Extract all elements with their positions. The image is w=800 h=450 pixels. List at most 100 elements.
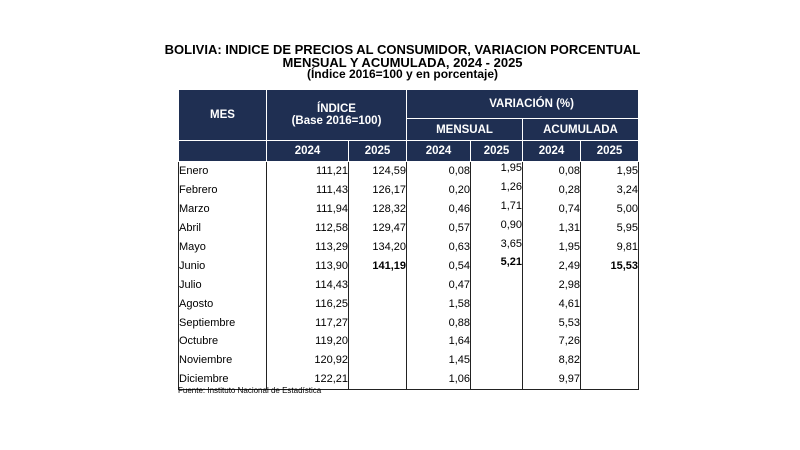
header-years-row: 2024 2025 2024 2025 2024 2025	[178, 140, 639, 162]
monthly-2025-cell	[470, 332, 523, 351]
cumulative-2024-cell: 4,61	[522, 294, 581, 314]
header-indice-label: ÍNDICE	[317, 103, 356, 115]
header-mes: MES	[178, 89, 267, 141]
header-year: 2024	[406, 140, 471, 162]
index-2024-cell: 122,21	[266, 369, 349, 390]
cumulative-2024-cell: 1,95	[522, 237, 581, 257]
monthly-2024-cell: 0,63	[406, 237, 471, 257]
index-2025-cell: 129,47	[348, 218, 407, 238]
index-2024-cell: 119,20	[266, 332, 349, 351]
cumulative-2024-cell: 1,31	[522, 218, 581, 238]
monthly-2025-cell: 1,26	[470, 180, 523, 200]
index-2025-cell	[348, 332, 407, 351]
monthly-2024-cell: 0,08	[406, 160, 471, 181]
table-row: Agosto 116,25 1,58 4,61	[178, 294, 639, 314]
table-row: Octubre 119,20 1,64 7,26	[178, 332, 639, 351]
monthly-2024-cell: 0,54	[406, 256, 471, 276]
header-year: 2025	[470, 140, 523, 162]
month-cell: Noviembre	[178, 350, 267, 370]
index-2025-cell: 141,19	[348, 256, 407, 276]
cumulative-2025-cell	[580, 313, 639, 333]
monthly-2025-cell: 3,65	[470, 237, 523, 257]
monthly-2025-cell: 5,21	[470, 256, 523, 276]
index-2024-cell: 113,90	[266, 256, 349, 276]
monthly-2024-cell: 1,06	[406, 369, 471, 390]
index-2025-cell	[348, 275, 407, 295]
cumulative-2024-cell: 9,97	[522, 369, 581, 390]
table-row: Enero 111,21 124,59 0,08 1,95 0,08 1,95	[178, 160, 639, 181]
title-line-2: MENSUAL Y ACUMULADA, 2024 - 2025	[282, 55, 523, 70]
monthly-2024-cell: 1,45	[406, 350, 471, 370]
index-2024-cell: 111,21	[266, 160, 349, 181]
monthly-2024-cell: 1,64	[406, 332, 471, 351]
index-2025-cell	[348, 313, 407, 333]
monthly-2024-cell: 0,20	[406, 180, 471, 200]
monthly-2025-cell	[470, 369, 523, 390]
index-2025-cell: 128,32	[348, 199, 407, 219]
cumulative-2024-cell: 2,49	[522, 256, 581, 276]
cumulative-2025-cell: 9,81	[580, 237, 639, 257]
cumulative-2024-cell: 8,82	[522, 350, 581, 370]
header-year: 2024	[266, 140, 349, 162]
cumulative-2025-cell	[580, 350, 639, 370]
monthly-2025-cell	[470, 313, 523, 333]
cumulative-2025-cell	[580, 294, 639, 314]
table-title: BOLIVIA: INDICE DE PRECIOS AL CONSUMIDOR…	[150, 43, 655, 80]
month-cell: Enero	[178, 160, 267, 181]
monthly-2025-cell	[470, 294, 523, 314]
index-2025-cell: 124,59	[348, 160, 407, 181]
cumulative-2025-cell: 15,53	[580, 256, 639, 276]
table-row: Febrero 111,43 126,17 0,20 1,26 0,28 3,2…	[178, 180, 639, 200]
cumulative-2025-cell: 5,00	[580, 199, 639, 219]
index-2024-cell: 114,43	[266, 275, 349, 295]
header-year: 2025	[348, 140, 407, 162]
table-row: Julio 114,43 0,47 2,98	[178, 275, 639, 295]
cumulative-2025-cell: 5,95	[580, 218, 639, 238]
monthly-2025-cell: 1,71	[470, 199, 523, 219]
cumulative-2024-cell: 0,74	[522, 199, 581, 219]
header-mensual: MENSUAL	[406, 118, 523, 141]
month-cell: Junio	[178, 256, 267, 276]
index-2025-cell	[348, 350, 407, 370]
index-2024-cell: 116,25	[266, 294, 349, 314]
index-2024-cell: 120,92	[266, 350, 349, 370]
cumulative-2025-cell	[580, 275, 639, 295]
table-row: Marzo 111,94 128,32 0,46 1,71 0,74 5,00	[178, 199, 639, 219]
monthly-2024-cell: 0,57	[406, 218, 471, 238]
table-row: Junio 113,90 141,19 0,54 5,21 2,49 15,53	[178, 256, 639, 276]
index-2025-cell	[348, 369, 407, 390]
table-row: Noviembre 120,92 1,45 8,82	[178, 350, 639, 370]
monthly-2025-cell	[470, 275, 523, 295]
index-2024-cell: 111,94	[266, 199, 349, 219]
header-variacion: VARIACIÓN (%)	[406, 89, 639, 119]
header-indice-base: (Base 2016=100)	[291, 115, 382, 127]
header-acumulada: ACUMULADA	[522, 118, 639, 141]
month-cell: Octubre	[178, 332, 267, 351]
header-year: 2025	[580, 140, 639, 162]
monthly-2024-cell: 0,88	[406, 313, 471, 333]
monthly-2025-cell: 0,90	[470, 218, 523, 238]
cumulative-2025-cell: 1,95	[580, 160, 639, 181]
source-note: Fuente: Instituto Nacional de Estadístic…	[178, 386, 322, 395]
month-cell: Febrero	[178, 180, 267, 200]
month-cell: Agosto	[178, 294, 267, 314]
cpi-table: MES ÍNDICE (Base 2016=100) VARIACIÓN (%)…	[178, 89, 639, 390]
table-row: Septiembre 117,27 0,88 5,53	[178, 313, 639, 333]
title-line-1: BOLIVIA: INDICE DE PRECIOS AL CONSUMIDOR…	[164, 42, 641, 57]
table-row: Abril 112,58 129,47 0,57 0,90 1,31 5,95	[178, 218, 639, 238]
cumulative-2024-cell: 0,28	[522, 180, 581, 200]
header-year: 2024	[522, 140, 581, 162]
index-2025-cell: 134,20	[348, 237, 407, 257]
month-cell: Julio	[178, 275, 267, 295]
index-2024-cell: 111,43	[266, 180, 349, 200]
month-cell: Mayo	[178, 237, 267, 257]
monthly-2025-cell	[470, 350, 523, 370]
index-2024-cell: 112,58	[266, 218, 349, 238]
title-line-3: (Índice 2016=100 y en porcentaje)	[306, 67, 499, 81]
index-2024-cell: 113,29	[266, 237, 349, 257]
index-2024-cell: 117,27	[266, 313, 349, 333]
table-row: Mayo 113,29 134,20 0,63 3,65 1,95 9,81	[178, 237, 639, 257]
cumulative-2025-cell: 3,24	[580, 180, 639, 200]
monthly-2025-cell: 1,95	[470, 160, 523, 181]
month-cell: Diciembre	[178, 369, 267, 390]
